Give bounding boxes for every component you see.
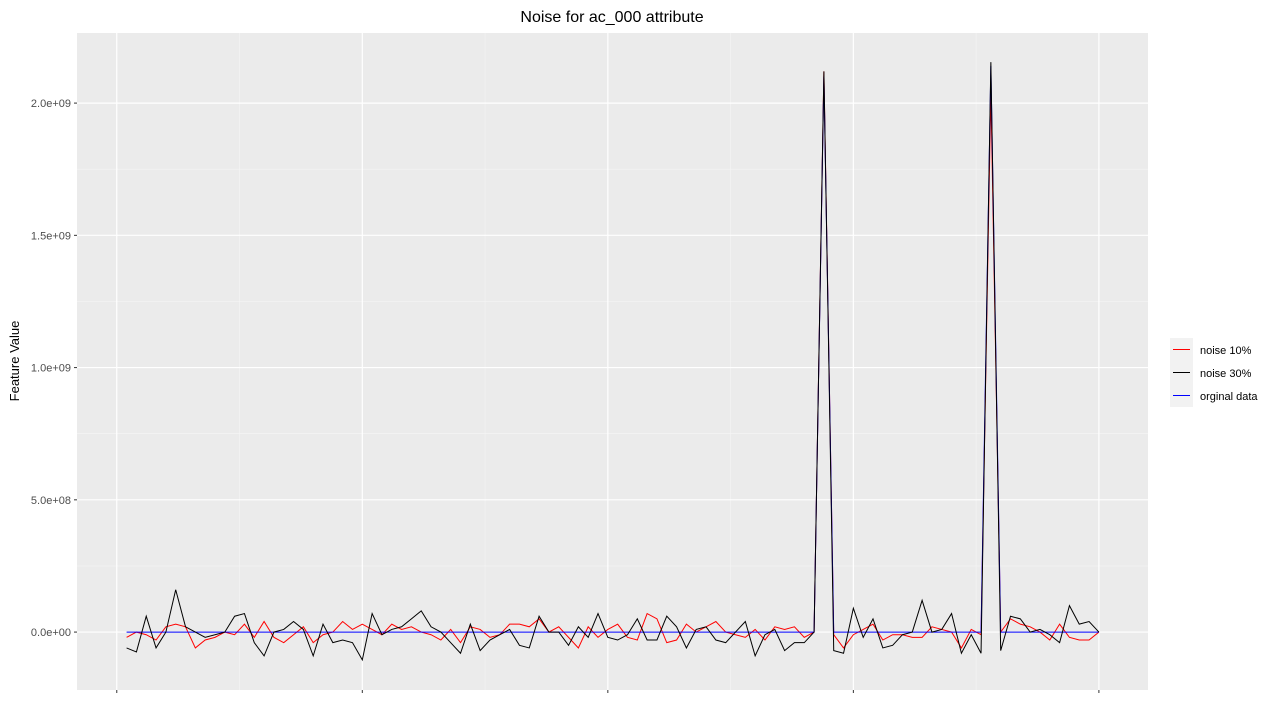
- legend-label: orginal data: [1200, 391, 1258, 403]
- plot-panel: [77, 33, 1148, 690]
- series-line: [126, 62, 1100, 662]
- series-line: [126, 71, 1100, 649]
- y-axis-label: Feature Value: [7, 321, 22, 402]
- legend-label: noise 10%: [1200, 345, 1252, 357]
- legend-label: noise 30%: [1200, 368, 1252, 380]
- series-line: [126, 66, 1099, 633]
- y-tick-label: 1.0e+09: [31, 363, 71, 375]
- y-tick-label: 5.0e+08: [31, 495, 71, 507]
- y-tick-label: 1.5e+09: [31, 230, 71, 242]
- chart-title: Noise for ac_000 attribute: [520, 9, 703, 26]
- y-tick-label: 2.0e+09: [31, 98, 71, 110]
- y-tick-label: 0.0e+00: [31, 627, 71, 639]
